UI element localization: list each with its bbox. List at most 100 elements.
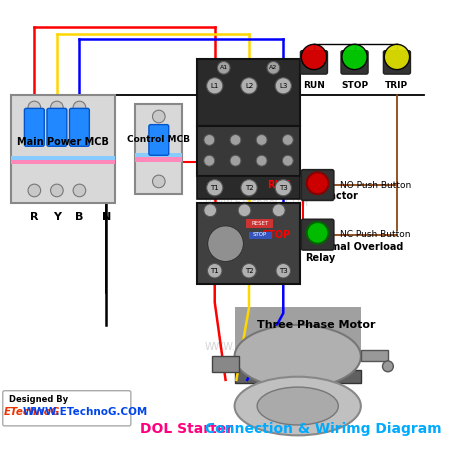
Bar [361, 350, 388, 361]
FancyBboxPatch shape [47, 108, 67, 146]
FancyBboxPatch shape [149, 125, 169, 155]
Circle shape [153, 175, 165, 188]
Text: STOP: STOP [253, 232, 267, 237]
Circle shape [307, 172, 328, 194]
Text: Y: Y [53, 212, 61, 222]
Bar [197, 59, 301, 126]
Text: RESET: RESET [251, 221, 268, 226]
Text: TRIP: TRIP [385, 81, 409, 90]
Circle shape [208, 263, 222, 278]
Bar [11, 95, 115, 203]
Circle shape [73, 101, 86, 114]
Text: T2: T2 [245, 268, 253, 274]
Circle shape [241, 78, 257, 94]
Text: Control MCB: Control MCB [128, 136, 190, 144]
Text: RUN: RUN [303, 81, 325, 90]
Circle shape [342, 44, 367, 69]
Circle shape [307, 222, 328, 244]
FancyBboxPatch shape [24, 108, 44, 146]
Bar [136, 104, 182, 194]
Circle shape [283, 155, 293, 166]
Circle shape [384, 44, 410, 69]
Text: WWW.ETechnoG.COM: WWW.ETechnoG.COM [205, 198, 309, 208]
Circle shape [238, 204, 251, 217]
Bar [197, 203, 301, 284]
Circle shape [28, 101, 41, 114]
Circle shape [230, 135, 241, 145]
Circle shape [256, 155, 267, 166]
Text: Designed By: Designed By [9, 395, 68, 404]
Text: L3: L3 [279, 83, 287, 89]
Circle shape [267, 62, 280, 74]
Text: L1: L1 [210, 83, 219, 89]
Circle shape [283, 135, 293, 145]
Text: Contactor: Contactor [305, 191, 359, 201]
Text: T3: T3 [279, 185, 288, 191]
Ellipse shape [235, 325, 361, 388]
Text: STOP: STOP [341, 81, 368, 90]
FancyBboxPatch shape [383, 50, 410, 74]
FancyBboxPatch shape [341, 50, 368, 74]
Circle shape [230, 155, 241, 166]
Circle shape [207, 78, 223, 94]
Text: DOL Starter: DOL Starter [140, 422, 233, 436]
Bar [11, 160, 115, 164]
Circle shape [208, 225, 244, 262]
Text: Connection & Wirimg Diagram: Connection & Wirimg Diagram [201, 422, 442, 436]
Ellipse shape [235, 377, 361, 435]
Ellipse shape [383, 361, 393, 372]
Circle shape [51, 101, 63, 114]
Bar [235, 370, 361, 383]
Text: T2: T2 [245, 185, 253, 191]
FancyBboxPatch shape [301, 50, 328, 74]
Text: A1: A1 [219, 65, 228, 70]
Bar [11, 156, 115, 160]
Text: RUN: RUN [267, 180, 291, 190]
Circle shape [73, 184, 86, 197]
Text: ETechnoG: ETechnoG [3, 407, 60, 417]
Text: T1: T1 [210, 185, 219, 191]
Circle shape [51, 184, 63, 197]
Circle shape [204, 155, 215, 166]
Circle shape [153, 110, 165, 123]
Circle shape [204, 135, 215, 145]
Circle shape [218, 62, 230, 74]
Text: L2: L2 [245, 83, 253, 89]
Circle shape [242, 263, 256, 278]
FancyBboxPatch shape [265, 369, 330, 378]
Text: N: N [102, 212, 111, 222]
Circle shape [276, 263, 291, 278]
Text: NO Push Button: NO Push Button [340, 181, 411, 189]
Circle shape [207, 180, 223, 196]
Text: WWW.ETechnoG.COM: WWW.ETechnoG.COM [205, 343, 309, 352]
Circle shape [273, 204, 285, 217]
FancyBboxPatch shape [70, 108, 90, 146]
Circle shape [241, 180, 257, 196]
Bar [246, 219, 273, 228]
FancyBboxPatch shape [301, 170, 334, 200]
Circle shape [301, 44, 327, 69]
Text: STOP: STOP [261, 230, 291, 240]
Text: T3: T3 [279, 268, 288, 274]
Bar [197, 126, 301, 176]
Bar [212, 356, 239, 372]
Text: WWW.ETechnoG.COM: WWW.ETechnoG.COM [23, 407, 148, 417]
Circle shape [28, 184, 41, 197]
Ellipse shape [257, 387, 338, 425]
Text: Thermal Overload
Relay: Thermal Overload Relay [305, 242, 403, 263]
Bar [197, 176, 301, 199]
FancyBboxPatch shape [301, 219, 334, 250]
Text: Three Phase Motor: Three Phase Motor [256, 320, 375, 330]
Text: NC Push Button: NC Push Button [340, 230, 410, 239]
Text: A2: A2 [269, 65, 277, 70]
Text: T1: T1 [210, 268, 219, 274]
Bar [136, 157, 182, 162]
Bar [235, 307, 361, 357]
Bar [136, 153, 182, 157]
Circle shape [204, 204, 217, 217]
Text: B: B [75, 212, 83, 222]
FancyBboxPatch shape [3, 391, 131, 426]
Text: Main Power MCB: Main Power MCB [17, 137, 109, 147]
Circle shape [275, 180, 292, 196]
Circle shape [256, 135, 267, 145]
